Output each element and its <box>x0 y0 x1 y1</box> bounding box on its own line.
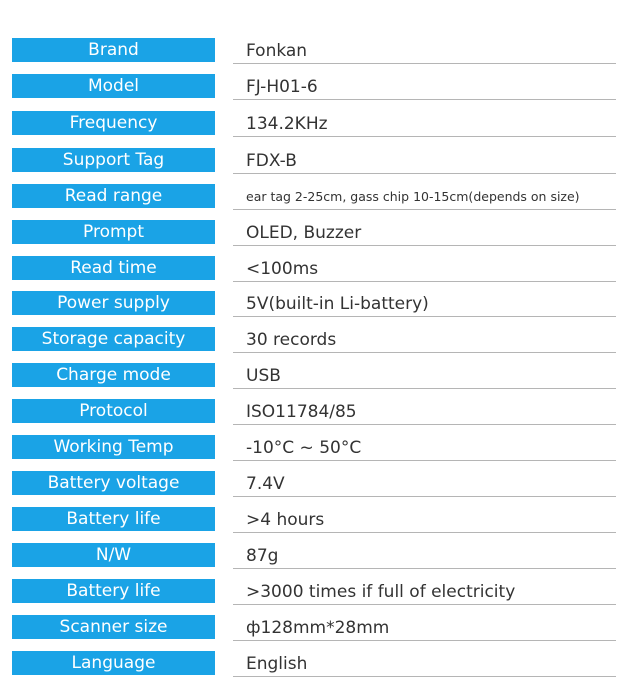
spec-value: FJ-H01-6 <box>246 75 616 99</box>
spec-row-battery-voltage: Battery voltage 7.4V <box>0 471 631 499</box>
row-divider <box>233 173 616 174</box>
spec-row-language: Language English <box>0 651 631 679</box>
spec-row-prompt: Prompt OLED, Buzzer <box>0 220 631 248</box>
spec-label: Read time <box>12 256 215 280</box>
row-divider <box>233 316 616 317</box>
spec-row-read-time: Read time <100ms <box>0 256 631 284</box>
spec-row-scanner-size: Scanner size ф128mm*28mm <box>0 615 631 643</box>
spec-row-protocol: Protocol ISO11784/85 <box>0 399 631 427</box>
spec-value: OLED, Buzzer <box>246 221 616 245</box>
row-divider <box>233 460 616 461</box>
spec-row-brand: Brand Fonkan <box>0 38 631 66</box>
spec-row-charge-mode: Charge mode USB <box>0 363 631 391</box>
row-divider <box>233 424 616 425</box>
spec-label: Frequency <box>12 111 215 135</box>
spec-value: >4 hours <box>246 508 616 532</box>
row-divider <box>233 352 616 353</box>
row-divider <box>233 63 616 64</box>
spec-value: 7.4V <box>246 472 616 496</box>
spec-row-frequency: Frequency 134.2KHz <box>0 111 631 139</box>
spec-row-battery-cycles: Battery life >3000 times if full of elec… <box>0 579 631 607</box>
row-divider <box>233 209 616 210</box>
row-divider <box>233 496 616 497</box>
spec-label: Battery life <box>12 507 215 531</box>
spec-label: Power supply <box>12 291 215 315</box>
spec-value: >3000 times if full of electricity <box>246 580 616 604</box>
row-divider <box>233 245 616 246</box>
row-divider <box>233 676 616 677</box>
spec-value: 5V(built-in Li-battery) <box>246 292 616 316</box>
spec-value: ISO11784/85 <box>246 400 616 424</box>
spec-value: ф128mm*28mm <box>246 616 616 640</box>
spec-row-battery-life: Battery life >4 hours <box>0 507 631 535</box>
spec-row-model: Model FJ-H01-6 <box>0 74 631 102</box>
row-divider <box>233 136 616 137</box>
spec-value: USB <box>246 364 616 388</box>
spec-label: Battery life <box>12 579 215 603</box>
spec-row-power-supply: Power supply 5V(built-in Li-battery) <box>0 291 631 319</box>
spec-label: Support Tag <box>12 148 215 172</box>
spec-label: Battery voltage <box>12 471 215 495</box>
row-divider <box>233 388 616 389</box>
spec-label: Brand <box>12 38 215 62</box>
spec-label: Storage capacity <box>12 327 215 351</box>
spec-label: Protocol <box>12 399 215 423</box>
spec-label: Scanner size <box>12 615 215 639</box>
spec-label: Language <box>12 651 215 675</box>
spec-value: 87g <box>246 544 616 568</box>
spec-row-working-temp: Working Temp -10°C ~ 50°C <box>0 435 631 463</box>
row-divider <box>233 99 616 100</box>
spec-row-support-tag: Support Tag FDX-B <box>0 148 631 176</box>
spec-value: -10°C ~ 50°C <box>246 436 616 460</box>
row-divider <box>233 532 616 533</box>
spec-value: ear tag 2-25cm, gass chip 10-15cm(depend… <box>246 185 616 209</box>
row-divider <box>233 640 616 641</box>
spec-value: <100ms <box>246 257 616 281</box>
spec-label: Working Temp <box>12 435 215 459</box>
spec-value: Fonkan <box>246 39 616 63</box>
spec-label: Prompt <box>12 220 215 244</box>
spec-row-net-weight: N/W 87g <box>0 543 631 571</box>
spec-row-read-range: Read range ear tag 2-25cm, gass chip 10-… <box>0 184 631 212</box>
row-divider <box>233 568 616 569</box>
row-divider <box>233 281 616 282</box>
spec-value: FDX-B <box>246 149 616 173</box>
row-divider <box>233 604 616 605</box>
spec-label: N/W <box>12 543 215 567</box>
spec-label: Read range <box>12 184 215 208</box>
spec-value: 30 records <box>246 328 616 352</box>
spec-label: Model <box>12 74 215 98</box>
spec-value: 134.2KHz <box>246 112 616 136</box>
spec-row-storage-capacity: Storage capacity 30 records <box>0 327 631 355</box>
spec-label: Charge mode <box>12 363 215 387</box>
spec-value: English <box>246 652 616 676</box>
